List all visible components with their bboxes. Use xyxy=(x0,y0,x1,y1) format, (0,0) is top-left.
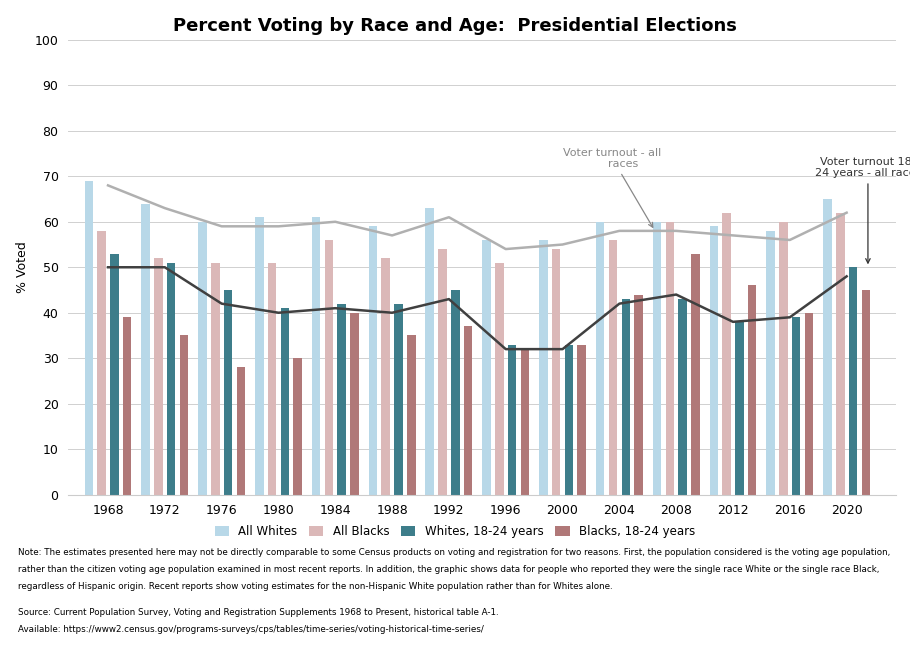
Bar xyxy=(211,263,219,495)
Y-axis label: % Voted: % Voted xyxy=(16,242,29,293)
Bar xyxy=(521,349,530,495)
Text: Voter turnout 18-
24 years - all races: Voter turnout 18- 24 years - all races xyxy=(814,157,910,263)
Bar xyxy=(508,345,516,495)
Bar xyxy=(293,358,302,495)
Bar xyxy=(167,263,176,495)
Bar xyxy=(369,226,377,495)
Bar xyxy=(779,222,788,495)
Bar xyxy=(652,222,662,495)
Bar xyxy=(551,249,561,495)
Bar xyxy=(426,208,434,495)
Bar xyxy=(394,303,403,495)
Bar xyxy=(237,367,245,495)
Bar xyxy=(862,290,870,495)
Bar xyxy=(634,295,642,495)
Bar xyxy=(691,254,700,495)
Bar xyxy=(325,240,333,495)
Legend: All Whites, All Blacks, Whites, 18-24 years, Blacks, 18-24 years: All Whites, All Blacks, Whites, 18-24 ye… xyxy=(210,521,700,543)
Bar xyxy=(198,222,207,495)
Bar xyxy=(804,313,814,495)
Bar xyxy=(338,303,346,495)
Bar xyxy=(565,345,573,495)
Bar xyxy=(578,345,586,495)
Bar xyxy=(224,290,232,495)
Bar xyxy=(123,317,131,495)
Bar xyxy=(596,222,604,495)
Bar xyxy=(381,258,390,495)
Bar xyxy=(849,267,857,495)
Bar xyxy=(748,286,756,495)
Bar xyxy=(255,217,264,495)
Bar xyxy=(110,254,118,495)
Bar xyxy=(439,249,447,495)
Bar xyxy=(539,240,548,495)
Bar xyxy=(609,240,617,495)
Bar xyxy=(482,240,490,495)
Bar xyxy=(678,299,687,495)
Bar xyxy=(723,212,731,495)
Bar xyxy=(350,313,359,495)
Bar xyxy=(710,226,718,495)
Bar xyxy=(622,299,630,495)
Bar xyxy=(280,308,289,495)
Bar xyxy=(824,199,832,495)
Text: Voter turnout - all
      races: Voter turnout - all races xyxy=(563,147,662,227)
Text: rather than the citizen voting age population examined in most recent reports. I: rather than the citizen voting age popul… xyxy=(18,565,880,574)
Bar xyxy=(451,290,460,495)
Text: regardless of Hispanic origin. Recent reports show voting estimates for the non-: regardless of Hispanic origin. Recent re… xyxy=(18,582,612,592)
Bar xyxy=(836,212,844,495)
Bar xyxy=(407,335,416,495)
Text: Note: The estimates presented here may not be directly comparable to some Census: Note: The estimates presented here may n… xyxy=(18,548,891,557)
Bar xyxy=(312,217,320,495)
Bar xyxy=(268,263,277,495)
Text: Percent Voting by Race and Age:  Presidential Elections: Percent Voting by Race and Age: Presiden… xyxy=(173,17,737,35)
Bar xyxy=(97,231,106,495)
Text: Source: Current Population Survey, Voting and Registration Supplements 1968 to P: Source: Current Population Survey, Votin… xyxy=(18,608,499,618)
Bar xyxy=(792,317,801,495)
Bar xyxy=(735,322,743,495)
Bar xyxy=(85,181,93,495)
Bar xyxy=(495,263,503,495)
Bar xyxy=(665,222,674,495)
Text: Available: https://www2.census.gov/programs-surveys/cps/tables/time-series/votin: Available: https://www2.census.gov/progr… xyxy=(18,625,484,635)
Bar xyxy=(154,258,163,495)
Bar xyxy=(141,204,150,495)
Bar xyxy=(464,327,472,495)
Bar xyxy=(180,335,188,495)
Bar xyxy=(766,231,775,495)
